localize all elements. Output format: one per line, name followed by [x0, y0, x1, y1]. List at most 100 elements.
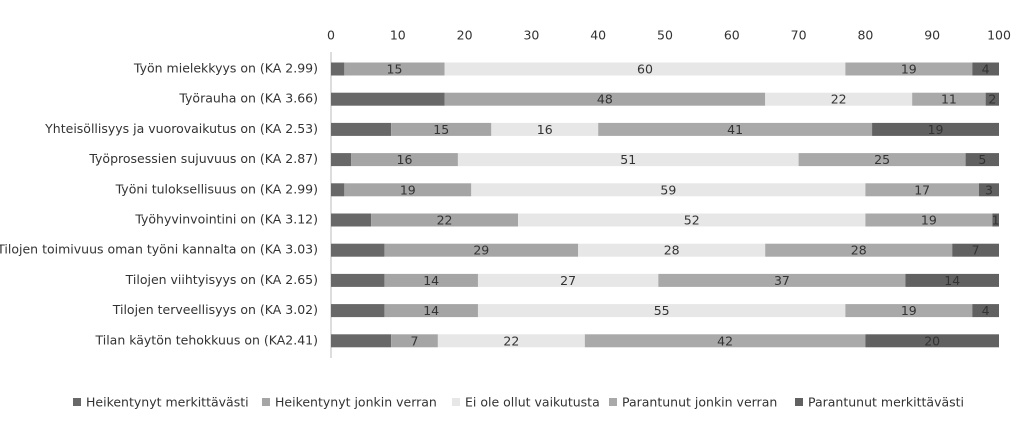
bar-segment [384, 243, 579, 257]
data-label: 19 [901, 62, 917, 77]
x-tick-label: 0 [327, 28, 335, 43]
bar-segment [384, 304, 478, 318]
bar-segment [391, 122, 492, 136]
legend-swatch [795, 398, 803, 406]
data-label: 15 [433, 122, 449, 137]
data-label: 19 [928, 122, 944, 137]
data-label: 14 [944, 273, 960, 288]
bar-segment [845, 304, 973, 318]
bar-segment [518, 213, 866, 227]
legend-label: Heikentynyt jonkin verran [275, 395, 437, 410]
bar-segment [845, 62, 973, 76]
data-label: 2 [988, 92, 996, 107]
data-label: 16 [397, 152, 413, 167]
data-label: 41 [727, 122, 743, 137]
bar-segment [584, 334, 866, 348]
data-label: 4 [982, 62, 990, 77]
data-label: 19 [921, 213, 937, 228]
legend-swatch [262, 398, 270, 406]
category-label: Tilan käytön tehokkuus on (KA2.41) [94, 332, 318, 347]
data-label: 14 [423, 273, 439, 288]
category-label: Työni tuloksellisuus on (KA 2.99) [115, 181, 318, 196]
data-label: 19 [400, 182, 416, 197]
x-tick-label: 70 [791, 28, 807, 43]
bar-segment [331, 62, 345, 76]
bar-segment [344, 183, 472, 197]
bar-segment [477, 273, 659, 287]
data-label: 51 [620, 152, 636, 167]
category-label: Työprosessien sujuvuus on (KA 2.87) [88, 151, 318, 166]
x-tick-label: 30 [523, 28, 539, 43]
legend-label: Heikentynyt merkittävästi [86, 395, 249, 410]
x-tick-label: 80 [857, 28, 873, 43]
legend-swatch [73, 398, 81, 406]
bar-segment [437, 334, 585, 348]
bar-segment [391, 334, 438, 348]
bar-segment [444, 92, 766, 106]
category-label: Työn mielekkyys on (KA 2.99) [133, 61, 318, 76]
bar-segment [351, 153, 458, 167]
bar-segment [477, 304, 846, 318]
category-label: Tilojen toimivuus oman työni kannalta on… [0, 242, 318, 257]
data-label: 52 [684, 213, 700, 228]
data-label: 27 [560, 273, 576, 288]
bar-segment [331, 304, 385, 318]
data-label: 29 [473, 243, 489, 258]
bar-segment [331, 334, 392, 348]
data-label: 3 [985, 182, 993, 197]
data-label: 28 [664, 243, 680, 258]
bar-segment [384, 273, 478, 287]
bar-segment [965, 153, 999, 167]
bar-segment [598, 122, 873, 136]
bar-segment [471, 183, 866, 197]
data-label: 5 [978, 152, 986, 167]
x-tick-label: 50 [657, 28, 673, 43]
data-label: 7 [411, 333, 419, 348]
x-tick-label: 90 [924, 28, 940, 43]
x-tick-label: 100 [987, 28, 1011, 43]
data-label: 22 [831, 92, 847, 107]
legend-label: Parantunut jonkin verran [622, 395, 777, 410]
bar-segment [865, 183, 979, 197]
bar-segment [912, 92, 986, 106]
bar-segment [865, 334, 999, 348]
data-label: 14 [423, 303, 439, 318]
bar-segment [872, 122, 999, 136]
bar-segment [578, 243, 766, 257]
bar-segment [491, 122, 599, 136]
data-label: 7 [972, 243, 980, 258]
data-label: 42 [717, 333, 733, 348]
bar-segment [972, 62, 999, 76]
category-label: Työrauha on (KA 3.66) [178, 91, 318, 106]
data-label: 22 [503, 333, 519, 348]
data-label: 16 [537, 122, 553, 137]
data-label: 55 [654, 303, 670, 318]
bar-segment [331, 273, 385, 287]
bar-segment [765, 92, 913, 106]
data-label: 59 [660, 182, 676, 197]
data-label: 48 [597, 92, 613, 107]
x-tick-label: 40 [590, 28, 606, 43]
bar-segment [985, 92, 999, 106]
bar-segment [992, 213, 999, 227]
bar-segment [765, 243, 953, 257]
bar-segment [344, 62, 445, 76]
bar-segment [331, 122, 392, 136]
legend-label: Ei ole ollut vaikutusta [465, 395, 600, 410]
bar-segment [371, 213, 519, 227]
data-label: 60 [637, 62, 653, 77]
data-label: 37 [774, 273, 790, 288]
data-label: 17 [914, 182, 930, 197]
data-label: 22 [437, 213, 453, 228]
data-label: 28 [851, 243, 867, 258]
x-tick-label: 20 [457, 28, 473, 43]
bar-segment [331, 92, 445, 106]
bar-segment [952, 243, 999, 257]
bar-segment [457, 153, 799, 167]
data-label: 25 [874, 152, 890, 167]
bar-segment [658, 273, 906, 287]
bar-segment [331, 153, 352, 167]
data-label: 1 [992, 213, 1000, 228]
bar-segment [972, 304, 999, 318]
